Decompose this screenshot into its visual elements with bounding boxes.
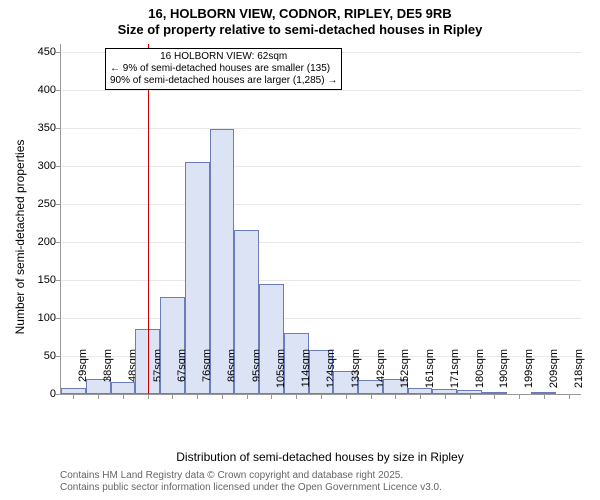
ytick-mark bbox=[56, 90, 61, 91]
xtick-mark bbox=[346, 394, 347, 399]
xtick-mark bbox=[569, 394, 570, 399]
ytick-label: 400 bbox=[16, 84, 56, 96]
gridline bbox=[61, 166, 581, 167]
gridline bbox=[61, 280, 581, 281]
ytick-mark bbox=[56, 52, 61, 53]
xtick-mark bbox=[172, 394, 173, 399]
xtick-mark bbox=[420, 394, 421, 399]
annotation-smaller: ← 9% of semi-detached houses are smaller… bbox=[110, 63, 337, 75]
xtick-mark bbox=[445, 394, 446, 399]
ytick-label: 0 bbox=[16, 388, 56, 400]
gridline bbox=[61, 128, 581, 129]
ytick-label: 50 bbox=[16, 350, 56, 362]
xtick-label: 218sqm bbox=[573, 349, 585, 399]
xtick-mark bbox=[544, 394, 545, 399]
ytick-label: 450 bbox=[16, 46, 56, 58]
ytick-mark bbox=[56, 166, 61, 167]
footer-line1: Contains HM Land Registry data © Crown c… bbox=[60, 470, 442, 482]
ytick-mark bbox=[56, 128, 61, 129]
property-size-histogram: 16, HOLBORN VIEW, CODNOR, RIPLEY, DE5 9R… bbox=[0, 0, 600, 500]
annotation-larger: 90% of semi-detached houses are larger (… bbox=[110, 75, 337, 87]
xtick-mark bbox=[271, 394, 272, 399]
xtick-mark bbox=[98, 394, 99, 399]
xtick-mark bbox=[321, 394, 322, 399]
xtick-mark bbox=[494, 394, 495, 399]
xtick-mark bbox=[148, 394, 149, 399]
gridline bbox=[61, 318, 581, 319]
ytick-mark bbox=[56, 318, 61, 319]
xtick-mark bbox=[197, 394, 198, 399]
x-axis-label: Distribution of semi-detached houses by … bbox=[60, 450, 580, 464]
xtick-label: 190sqm bbox=[498, 349, 510, 399]
xtick-mark bbox=[73, 394, 74, 399]
ytick-mark bbox=[56, 356, 61, 357]
ytick-mark bbox=[56, 204, 61, 205]
ytick-label: 250 bbox=[16, 198, 56, 210]
chart-title-address: 16, HOLBORN VIEW, CODNOR, RIPLEY, DE5 9R… bbox=[0, 6, 600, 21]
chart-title-description: Size of property relative to semi-detach… bbox=[0, 22, 600, 37]
annotation-subject: 16 HOLBORN VIEW: 62sqm bbox=[110, 51, 337, 63]
xtick-mark bbox=[470, 394, 471, 399]
xtick-mark bbox=[123, 394, 124, 399]
ytick-label: 350 bbox=[16, 122, 56, 134]
xtick-mark bbox=[247, 394, 248, 399]
ytick-label: 200 bbox=[16, 236, 56, 248]
xtick-mark bbox=[519, 394, 520, 399]
xtick-mark bbox=[222, 394, 223, 399]
ytick-mark bbox=[56, 280, 61, 281]
gridline bbox=[61, 242, 581, 243]
xtick-mark bbox=[296, 394, 297, 399]
ytick-label: 150 bbox=[16, 274, 56, 286]
ytick-label: 100 bbox=[16, 312, 56, 324]
gridline bbox=[61, 204, 581, 205]
ytick-mark bbox=[56, 394, 61, 395]
annotation-box: 16 HOLBORN VIEW: 62sqm ← 9% of semi-deta… bbox=[105, 48, 342, 90]
attribution-footer: Contains HM Land Registry data © Crown c… bbox=[60, 470, 442, 494]
xtick-mark bbox=[371, 394, 372, 399]
xtick-label: 209sqm bbox=[548, 349, 560, 399]
ytick-mark bbox=[56, 242, 61, 243]
plot-area: 05010015020025030035040045029sqm38sqm48s… bbox=[60, 44, 581, 395]
reference-line bbox=[148, 44, 149, 394]
ytick-label: 300 bbox=[16, 160, 56, 172]
xtick-mark bbox=[395, 394, 396, 399]
footer-line2: Contains public sector information licen… bbox=[60, 482, 442, 494]
